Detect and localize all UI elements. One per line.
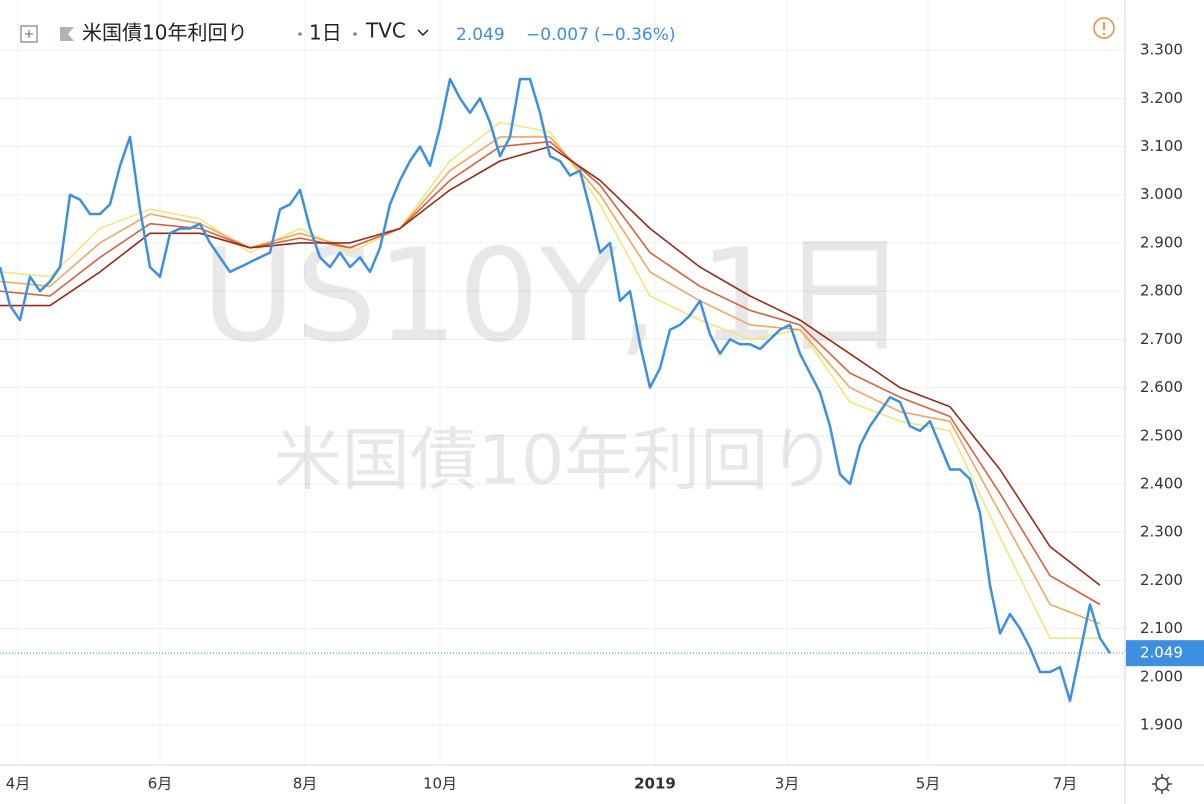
moving-average <box>0 121 1100 639</box>
icon-part <box>1102 32 1106 36</box>
interval[interactable]: 1日 <box>309 21 342 45</box>
y-tick-label: 3.300 <box>1140 41 1183 59</box>
chevron[interactable] <box>417 29 429 37</box>
y-tick-label: 2.500 <box>1140 426 1183 444</box>
y-tick-label: 2.000 <box>1140 667 1183 685</box>
symbol-title[interactable]: 米国債10年利回り <box>82 21 247 45</box>
x-tick-label: 4月 <box>6 775 31 793</box>
price-line <box>0 77 1112 703</box>
x-tick-label: 10月 <box>423 775 457 793</box>
y-tick-label: 2.100 <box>1140 619 1183 637</box>
x-tick-label: 7月 <box>1053 775 1078 793</box>
alert-icon[interactable] <box>1093 17 1115 39</box>
change: −0.007 <box>526 25 589 45</box>
y-tick-label: 2.600 <box>1140 378 1183 396</box>
axes: 1.900 2.000 2.100 2.200 2.300 2.400 2.500 2.600… <box>6 41 1204 793</box>
add-icon[interactable] <box>20 25 38 43</box>
flag-icon <box>60 27 74 41</box>
watermark-sub: 米国債10年利回り <box>274 422 837 501</box>
last-price-label: 2.049 <box>1140 644 1183 662</box>
change-pct: (−0.36%) <box>594 25 676 45</box>
y-tick-label: 3.000 <box>1140 185 1183 203</box>
header: 米国債10年利回り 1日 TVC 2.049 −0.007 (−0.36%) <box>20 17 1115 45</box>
moving-average <box>0 136 1101 625</box>
y-tick-label: 3.200 <box>1140 89 1183 107</box>
moving-average <box>0 140 1101 606</box>
x-tick-label: 6月 <box>148 775 173 793</box>
plot <box>0 77 1125 703</box>
watermark: US10Y, 1日 <box>202 222 909 371</box>
icon-part <box>1152 774 1172 794</box>
y-tick-label: 2.200 <box>1140 571 1183 589</box>
x-tick-label: 8月 <box>293 775 318 793</box>
y-tick-label: 2.700 <box>1140 330 1183 348</box>
separator <box>298 32 302 36</box>
y-tick-label: 2.400 <box>1140 474 1183 492</box>
moving-average <box>0 145 1101 586</box>
x-tick-label: 3月 <box>775 775 800 793</box>
source[interactable]: TVC <box>365 19 406 43</box>
y-tick-label: 2.800 <box>1140 282 1183 300</box>
y-tick-label: 2.900 <box>1140 233 1183 251</box>
y-tick-label: 2.300 <box>1140 523 1183 541</box>
last-price-tag <box>1126 640 1204 667</box>
x-tick-label: 2019 <box>634 775 676 793</box>
separator <box>353 32 357 36</box>
y-tick-label: 3.100 <box>1140 137 1183 155</box>
x-tick-label: 5月 <box>916 775 941 793</box>
last-value: 2.049 <box>456 25 505 45</box>
settings-icon[interactable] <box>1152 774 1172 794</box>
y-tick-label: 1.900 <box>1140 715 1183 733</box>
